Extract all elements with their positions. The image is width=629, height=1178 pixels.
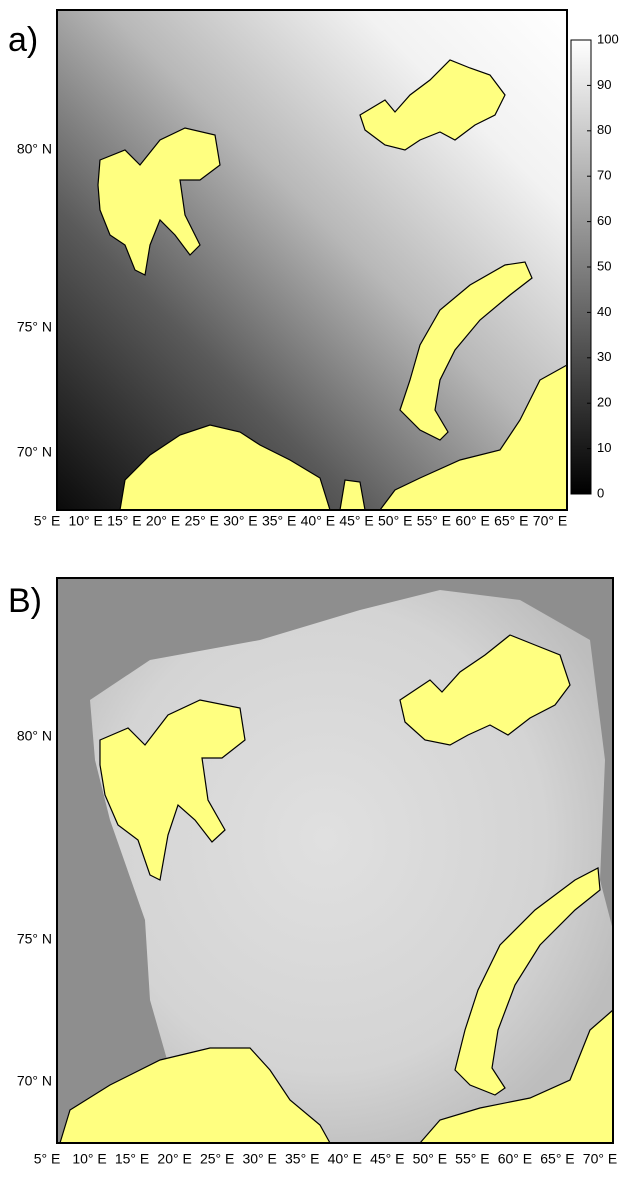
- latitude-label: 70° N: [17, 1073, 52, 1089]
- franz-josef-land: [399, 634, 571, 746]
- longitude-label: 55° E: [455, 1151, 489, 1167]
- longitude-label: 15° E: [115, 1151, 149, 1167]
- colorbar-tick-label: 100: [597, 31, 619, 46]
- longitude-label: 5° E: [34, 513, 61, 529]
- colorbar-tick-label: 50: [597, 258, 611, 273]
- novaya-zemlya: [399, 261, 533, 441]
- panel-label: B): [8, 582, 42, 620]
- novaya-zemlya: [454, 867, 601, 1096]
- longitude-label: 20° E: [146, 513, 180, 529]
- longitude-label: 10° E: [68, 513, 102, 529]
- map-frame: [56, 9, 568, 511]
- latitude-label: 80° N: [17, 141, 52, 157]
- longitude-label: 55° E: [417, 513, 451, 529]
- longitude-label: 40° E: [301, 513, 335, 529]
- panel-label: a): [8, 21, 38, 59]
- longitude-label: 5° E: [34, 1151, 61, 1167]
- longitude-label: 45° E: [339, 513, 373, 529]
- svalbard: [99, 699, 246, 881]
- longitude-label: 35° E: [262, 513, 296, 529]
- longitude-label: 20° E: [157, 1151, 191, 1167]
- longitude-label: 15° E: [107, 513, 141, 529]
- latitude-label: 75° N: [17, 319, 52, 335]
- colorbar-tick-label: 90: [597, 77, 611, 92]
- longitude-label: 65° E: [540, 1151, 574, 1167]
- colorbar-tick-label: 30: [597, 349, 611, 364]
- panel-a: a): [8, 9, 592, 511]
- svalbard: [97, 127, 221, 276]
- longitude-label: 70° E: [533, 513, 567, 529]
- longitude-label: 10° E: [72, 1151, 106, 1167]
- colorbar-tick-label: 40: [597, 304, 611, 319]
- longitude-label: 40° E: [328, 1151, 362, 1167]
- map-frame: [56, 577, 614, 1144]
- colorbar-tick-label: 80: [597, 122, 611, 137]
- scandinavia-coast: [119, 424, 331, 511]
- colorbar-tick-label: 10: [597, 440, 611, 455]
- longitude-label: 25° E: [185, 513, 219, 529]
- longitude-label: 25° E: [200, 1151, 234, 1167]
- longitude-label: 70° E: [583, 1151, 617, 1167]
- scandinavia-coast: [59, 1047, 332, 1144]
- franz-josef-land: [359, 59, 506, 151]
- longitude-label: 60° E: [498, 1151, 532, 1167]
- longitude-label: 50° E: [378, 513, 412, 529]
- longitude-label: 65° E: [494, 513, 528, 529]
- longitude-label: 60° E: [455, 513, 489, 529]
- latitude-label: 80° N: [17, 728, 52, 744]
- colorbar-tick-label: 0: [597, 485, 604, 500]
- longitude-label: 50° E: [413, 1151, 447, 1167]
- panel-b: B): [8, 577, 614, 1144]
- longitude-label: 30° E: [242, 1151, 276, 1167]
- longitude-label: 45° E: [370, 1151, 404, 1167]
- colorbar-tick-label: 20: [597, 395, 611, 410]
- latitude-label: 70° N: [17, 444, 52, 460]
- longitude-label: 30° E: [223, 513, 257, 529]
- latitude-label: 75° N: [17, 931, 52, 947]
- colorbar-tick-label: 60: [597, 213, 611, 228]
- longitude-label: 35° E: [285, 1151, 319, 1167]
- colorbar-tick-label: 70: [597, 168, 611, 183]
